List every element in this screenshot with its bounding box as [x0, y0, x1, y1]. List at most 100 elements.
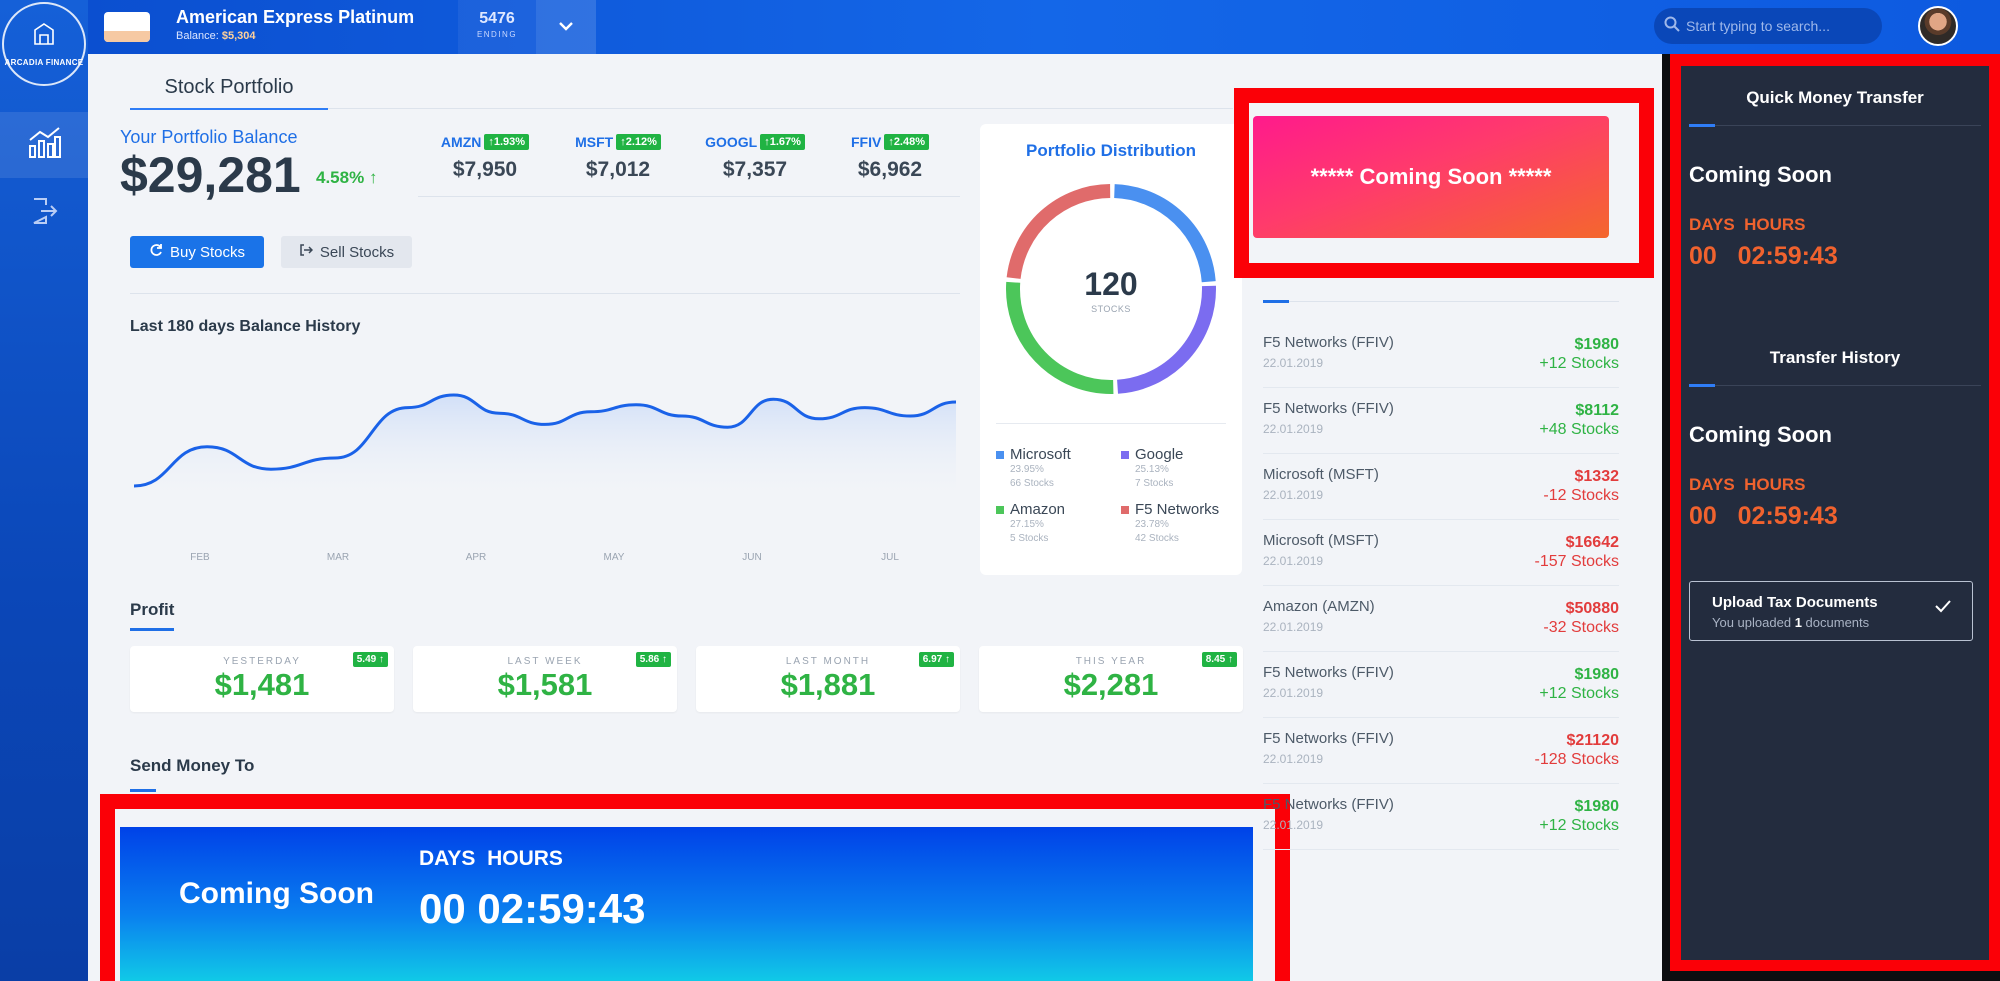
logout-icon: [28, 195, 60, 232]
profit-card-this-year: THIS YEAR $2,281 8.45 ↑: [979, 646, 1243, 712]
hours-value: 02:59:43: [477, 885, 646, 932]
quick-transfer-countdown-labels: DAYS HOURS: [1689, 215, 1806, 235]
ticker-amzn[interactable]: AMZN ↑1.93% $7,950: [425, 134, 545, 182]
ticker-price: $6,962: [857, 158, 923, 181]
transaction-amount: $16642: [1565, 534, 1619, 551]
profit-card-badge: 8.45 ↑: [1201, 652, 1237, 667]
avatar[interactable]: [1918, 6, 1958, 46]
account-dropdown-button[interactable]: [536, 0, 596, 54]
ticker-divider: [418, 196, 960, 197]
transactions-underline: [1263, 300, 1289, 303]
transaction-name: Microsoft (MSFT): [1263, 466, 1379, 483]
portfolio-balance-change: 4.58% ↑: [316, 168, 377, 188]
x-axis-ticks: FEB MAR APR MAY JUN JUL: [190, 552, 899, 563]
profit-badge-value: 6.97: [922, 654, 943, 665]
search-box[interactable]: [1654, 8, 1882, 44]
legend-name: Amazon: [1010, 501, 1066, 518]
search-input[interactable]: [1686, 18, 1866, 34]
chevron-down-icon: [558, 18, 574, 36]
balance-history-chart: FEB MAR APR MAY JUN JUL: [130, 350, 960, 565]
upload-tax-documents-button[interactable]: Upload Tax Documents You uploaded 1 docu…: [1689, 581, 1973, 641]
brand-logo-text: ARCADIA FINANCE: [4, 57, 84, 67]
portfolio-distribution-card: Portfolio Distribution 120 STOCKS Micros…: [980, 124, 1242, 575]
transaction-row[interactable]: Microsoft (MSFT) 22.01.2019 $16642 -157 Sto…: [1263, 520, 1619, 586]
x-tick-label: FEB: [190, 552, 210, 563]
coming-soon-banner[interactable]: Coming Soon DAYS HOURS 00 02:59:43: [120, 827, 1253, 981]
profit-card-value: $2,281: [1063, 667, 1159, 702]
transaction-quantity: -157 Stocks: [1534, 553, 1619, 570]
nav-portfolio[interactable]: [0, 112, 88, 178]
transaction-row[interactable]: Microsoft (MSFT) 22.01.2019 $1332 -12 Stock…: [1263, 454, 1619, 520]
quick-transfer-coming-soon: Coming Soon: [1689, 162, 1832, 187]
legend-google: Google 25.13% 7 Stocks: [1121, 446, 1231, 491]
days-label: DAYS: [419, 847, 476, 870]
portfolio-change-value: 4.58%: [316, 168, 365, 187]
account-balance-value: $5,304: [221, 30, 256, 42]
ticker-msft[interactable]: MSFT ↑2.12% $7,012: [558, 134, 678, 182]
nav-logout[interactable]: [0, 180, 88, 246]
days-value: 00: [419, 885, 466, 932]
legend-pct: 23.78%: [1135, 519, 1169, 530]
card-ending-label: ENDING: [476, 30, 518, 39]
quick-transfer-countdown-values: 00 02:59:43: [1689, 242, 1838, 271]
top-bar: American Express Platinum Balance: $5,30…: [88, 0, 2000, 54]
sell-stocks-button[interactable]: Sell Stocks: [281, 236, 412, 268]
x-tick-label: JUL: [881, 552, 899, 563]
quick-transfer-divider: [1715, 125, 1981, 126]
transaction-amount: $21120: [1566, 732, 1619, 749]
transaction-name: F5 Networks (FFIV): [1263, 334, 1394, 351]
transactions-divider: [1289, 301, 1619, 302]
legend-amazon: Amazon 27.15% 5 Stocks: [996, 501, 1106, 546]
transaction-row[interactable]: F5 Networks (FFIV) 22.01.2019 $21120 -128 S…: [1263, 718, 1619, 784]
countdown-values: 00 02:59:43: [419, 885, 646, 933]
x-tick-label: APR: [466, 552, 487, 563]
upload-count: 1: [1794, 615, 1802, 630]
days-value: 00: [1689, 242, 1717, 270]
series-line: [133, 393, 957, 488]
transaction-date: 22.01.2019: [1263, 554, 1324, 568]
coming-soon-card[interactable]: ***** Coming Soon *****: [1253, 116, 1609, 238]
transaction-row[interactable]: F5 Networks (FFIV) 22.01.2019 $1980 +12 Sto…: [1263, 784, 1619, 850]
profit-card-badge: 6.97 ↑: [918, 652, 954, 667]
transaction-quantity: -32 Stocks: [1543, 619, 1619, 636]
legend-pct: 25.13%: [1135, 464, 1169, 475]
transaction-row[interactable]: F5 Networks (FFIV) 22.01.2019 $1980 +12 Sto…: [1263, 322, 1619, 388]
ticker-price: $7,950: [452, 158, 518, 181]
transfer-history-countdown-labels: DAYS HOURS: [1689, 475, 1806, 495]
transaction-row[interactable]: F5 Networks (FFIV) 22.01.2019 $1980 +12 Sto…: [1263, 652, 1619, 718]
distribution-title: Portfolio Distribution: [1026, 141, 1196, 160]
ticker-price: $7,012: [585, 158, 651, 181]
transaction-name: F5 Networks (FFIV): [1263, 796, 1394, 813]
transaction-quantity: -128 Stocks: [1534, 751, 1619, 768]
hours-label: HOURS: [487, 847, 563, 870]
ticker-change-badge: ↑1.93%: [484, 134, 530, 150]
transaction-date: 22.01.2019: [1263, 818, 1324, 832]
sell-stocks-label: Sell Stocks: [319, 243, 395, 261]
send-money-title: Send Money To: [130, 756, 255, 775]
donut-segment-amazon: [1006, 281, 1114, 394]
brand-logo[interactable]: ARCADIA FINANCE: [2, 2, 86, 86]
quick-transfer-title: Quick Money Transfer: [1746, 88, 1924, 107]
arrow-up-icon: ↑: [368, 168, 378, 187]
profit-card-last-month: LAST MONTH $1,881 6.97 ↑: [696, 646, 960, 712]
coming-soon-card-text: ***** Coming Soon *****: [1310, 164, 1552, 189]
buy-stocks-button[interactable]: Buy Stocks: [130, 236, 264, 268]
distribution-total-label: STOCKS: [1091, 304, 1131, 314]
tab-stock-portfolio[interactable]: Stock Portfolio: [130, 64, 328, 110]
account-balance: Balance: $5,304: [176, 30, 256, 42]
transaction-row[interactable]: F5 Networks (FFIV) 22.01.2019 $8112 +48 Sto…: [1263, 388, 1619, 454]
profit-card-yesterday: YESTERDAY $1,481 5.49 ↑: [130, 646, 394, 712]
distribution-donut: [1006, 184, 1216, 394]
legend-f5-networks: F5 Networks 23.78% 42 Stocks: [1121, 501, 1231, 546]
ticker-ffiv[interactable]: FFIV ↑2.48% $6,962: [830, 134, 950, 182]
ticker-googl[interactable]: GOOGL ↑1.67% $7,357: [695, 134, 815, 182]
transaction-quantity: +12 Stocks: [1539, 685, 1619, 702]
transaction-quantity: -12 Stocks: [1543, 487, 1619, 504]
transaction-date: 22.01.2019: [1263, 686, 1324, 700]
legend-swatch: [996, 450, 1004, 459]
transaction-date: 22.01.2019: [1263, 488, 1324, 502]
buy-stocks-label: Buy Stocks: [169, 243, 246, 261]
transaction-row[interactable]: Amazon (AMZN) 22.01.2019 $50880 -32 Stocks: [1263, 586, 1619, 652]
donut-segment-google: [1116, 285, 1216, 394]
account-name: American Express Platinum: [176, 7, 415, 27]
